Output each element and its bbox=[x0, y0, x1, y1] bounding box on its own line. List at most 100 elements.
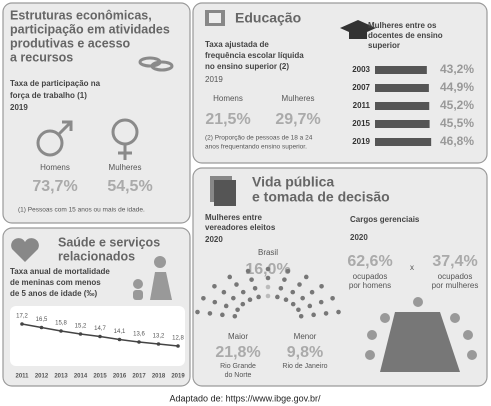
bar bbox=[375, 138, 432, 146]
value-label: 44,9% bbox=[440, 80, 474, 94]
bar bbox=[375, 102, 430, 110]
bar bbox=[375, 84, 429, 92]
seat bbox=[283, 297, 289, 303]
seat bbox=[285, 268, 291, 274]
seat bbox=[265, 284, 271, 290]
heart-icon bbox=[11, 238, 39, 262]
x-tick-label: 2013 bbox=[54, 374, 68, 380]
point bbox=[137, 340, 141, 344]
y-tick-label: 2015 bbox=[352, 119, 370, 128]
value: 29,7% bbox=[275, 111, 320, 128]
subtitle: Cargos gerenciais bbox=[350, 215, 420, 224]
title: Educação bbox=[235, 10, 301, 26]
label: Mulheres bbox=[282, 94, 315, 103]
seat bbox=[207, 311, 213, 316]
seat bbox=[256, 294, 261, 300]
subtitle: força de trabalho (1) bbox=[10, 91, 87, 100]
seat bbox=[195, 309, 200, 315]
subtitle: Taxa ajustada de bbox=[205, 40, 269, 49]
value-label: 45,2% bbox=[440, 98, 474, 112]
value: 37,4% bbox=[432, 253, 477, 270]
coins-icon bbox=[138, 56, 174, 72]
seat bbox=[319, 283, 324, 289]
seat bbox=[300, 295, 305, 301]
chart-title: docentes de ensino bbox=[368, 31, 443, 40]
meeting-icon bbox=[365, 297, 477, 372]
seat bbox=[265, 266, 271, 272]
y-tick-label: 2011 bbox=[353, 101, 371, 110]
note: anos frequentando ensino superior. bbox=[205, 144, 307, 151]
line-chart: 17,2 2011 16,5 2012 15,8 2013 15,2 2014 14,7 2015… bbox=[15, 314, 185, 380]
seat bbox=[212, 283, 217, 289]
seat bbox=[235, 307, 240, 313]
x-tick-label: 2018 bbox=[152, 374, 166, 380]
seat bbox=[275, 294, 280, 300]
seat bbox=[290, 301, 296, 307]
title: e tomada de decisão bbox=[252, 189, 390, 205]
point bbox=[117, 337, 122, 342]
value: 21,8% bbox=[215, 344, 260, 361]
label: ocupados bbox=[438, 272, 473, 281]
value-label: 15,8 bbox=[55, 321, 67, 327]
note: (1) Pessoas com 15 anos ou mais de idade… bbox=[18, 207, 145, 214]
value-label: 17,2 bbox=[16, 314, 28, 320]
female-icon bbox=[111, 118, 139, 160]
seat bbox=[309, 289, 315, 295]
value: 62,6% bbox=[347, 253, 392, 270]
label: Menor bbox=[294, 332, 317, 341]
place: Rio Grande bbox=[220, 363, 256, 370]
point bbox=[59, 329, 63, 333]
x-tick-label: 2015 bbox=[93, 374, 107, 380]
label: Mulheres bbox=[109, 163, 142, 172]
value-label: 13,6 bbox=[133, 332, 145, 338]
seat bbox=[311, 312, 316, 318]
note: (2) Proporção de pessoas de 18 a 24 bbox=[205, 135, 313, 142]
times: x bbox=[410, 263, 414, 272]
seat bbox=[265, 293, 271, 299]
seat bbox=[201, 295, 206, 301]
y-tick-label: 2003 bbox=[352, 65, 370, 74]
bar-chart: 2003 43,2% 2007 44,9% 2011 45,2% 2015 45,5% 2019… bbox=[352, 62, 474, 148]
male-icon bbox=[36, 120, 73, 157]
bar bbox=[375, 66, 427, 74]
title: Estruturas econômicas, bbox=[10, 8, 152, 22]
x-tick-label: 2011 bbox=[15, 374, 29, 380]
seat bbox=[336, 309, 341, 315]
title: participação em atividades bbox=[10, 22, 170, 36]
value-label: 13,2 bbox=[153, 334, 165, 340]
y-tick-label: 2019 bbox=[352, 137, 370, 146]
title: Vida pública bbox=[252, 174, 334, 190]
hemicycle bbox=[195, 266, 341, 319]
footer: Adaptado de: https://www.ibge.gov.br/ bbox=[170, 393, 321, 403]
title: a recursos bbox=[10, 50, 73, 64]
seat bbox=[296, 307, 301, 313]
value-label: 16,5 bbox=[36, 317, 48, 323]
bar bbox=[375, 120, 430, 128]
document-icon bbox=[210, 176, 236, 206]
seat bbox=[323, 311, 329, 316]
place: do Norte bbox=[225, 372, 252, 379]
seat bbox=[232, 313, 238, 319]
chart-title: Mulheres entre os bbox=[368, 21, 437, 30]
value-label: 46,8% bbox=[440, 134, 474, 148]
subtitle: Taxa de participação na bbox=[10, 79, 101, 88]
subtitle: de 5 anos de idade (‰) bbox=[10, 289, 97, 298]
value-label: 15,2 bbox=[75, 324, 87, 330]
seat bbox=[290, 289, 296, 295]
seat bbox=[303, 274, 309, 280]
seat bbox=[249, 277, 254, 282]
book-icon bbox=[205, 10, 225, 26]
year: 2019 bbox=[205, 75, 223, 84]
label: Maior bbox=[228, 332, 248, 341]
label: ocupados bbox=[353, 272, 388, 281]
seat bbox=[252, 286, 258, 291]
x-tick-label: 2016 bbox=[113, 374, 127, 380]
x-tick-label: 2014 bbox=[74, 374, 88, 380]
title: produtivas e acesso bbox=[10, 36, 131, 50]
title: Saúde e serviços bbox=[58, 235, 160, 249]
year: 2020 bbox=[350, 233, 368, 242]
seat bbox=[220, 312, 225, 318]
seat bbox=[298, 313, 304, 319]
point bbox=[78, 332, 83, 336]
seat bbox=[278, 286, 284, 291]
